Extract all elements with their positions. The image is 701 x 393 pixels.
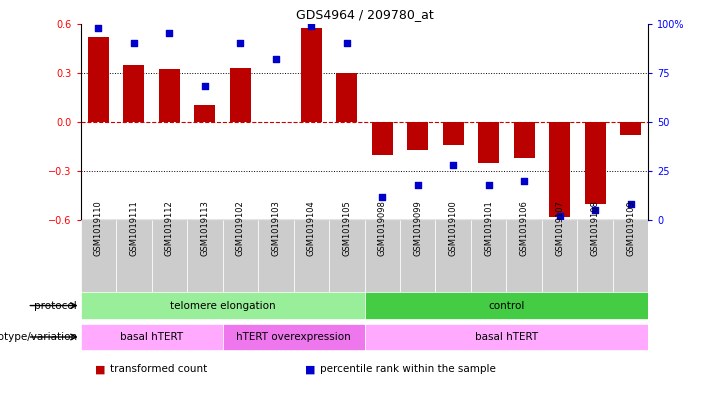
Bar	[365, 324, 648, 350]
Bar	[151, 220, 187, 293]
Text: hTERT overexpression: hTERT overexpression	[236, 332, 351, 342]
Text: basal hTERT: basal hTERT	[120, 332, 183, 342]
Text: GSM1019100: GSM1019100	[449, 201, 458, 256]
Bar	[123, 64, 144, 122]
Bar	[365, 220, 400, 293]
Bar	[578, 220, 613, 293]
Point	[483, 182, 494, 188]
Bar	[506, 220, 542, 293]
Bar	[620, 122, 641, 135]
Text: GSM1019104: GSM1019104	[307, 201, 315, 256]
Text: control: control	[489, 301, 524, 310]
Text: GSM1019112: GSM1019112	[165, 201, 174, 256]
Bar	[542, 220, 578, 293]
Point	[412, 182, 423, 188]
Bar	[407, 122, 428, 150]
Point	[554, 213, 565, 219]
Bar	[88, 37, 109, 122]
Point	[270, 56, 281, 62]
Bar	[372, 122, 393, 154]
Text: basal hTERT: basal hTERT	[475, 332, 538, 342]
Point	[448, 162, 459, 168]
Text: GSM1019110: GSM1019110	[94, 201, 103, 256]
Bar	[336, 73, 358, 122]
Text: GSM1019102: GSM1019102	[236, 201, 245, 256]
Point	[341, 40, 353, 46]
Text: percentile rank within the sample: percentile rank within the sample	[320, 364, 496, 375]
Point	[128, 40, 139, 46]
Bar	[478, 122, 499, 163]
Bar	[223, 324, 365, 350]
Text: GSM1019099: GSM1019099	[414, 201, 422, 256]
Bar	[81, 220, 116, 293]
Bar	[81, 324, 223, 350]
Text: ■: ■	[95, 364, 105, 375]
Text: GSM1019098: GSM1019098	[378, 200, 387, 256]
Bar	[223, 220, 258, 293]
Bar	[329, 220, 365, 293]
Title: GDS4964 / 209780_at: GDS4964 / 209780_at	[296, 8, 433, 21]
Point	[519, 178, 530, 184]
Text: GSM1019109: GSM1019109	[626, 201, 635, 256]
Bar	[613, 220, 648, 293]
Point	[93, 24, 104, 31]
Bar	[585, 122, 606, 204]
Bar	[294, 220, 329, 293]
Bar	[471, 220, 507, 293]
Text: GSM1019101: GSM1019101	[484, 201, 494, 256]
Point	[590, 207, 601, 213]
Bar	[258, 220, 294, 293]
Point	[199, 83, 210, 90]
Text: telomere elongation: telomere elongation	[170, 301, 275, 310]
Bar	[435, 220, 471, 293]
Text: GSM1019113: GSM1019113	[200, 200, 210, 256]
Bar	[81, 292, 365, 319]
Point	[235, 40, 246, 46]
Bar	[514, 122, 535, 158]
Bar	[158, 70, 180, 122]
Point	[164, 30, 175, 37]
Text: GSM1019103: GSM1019103	[271, 200, 280, 256]
Text: transformed count: transformed count	[110, 364, 207, 375]
Bar	[442, 122, 464, 145]
Text: ■: ■	[305, 364, 315, 375]
Bar	[365, 292, 648, 319]
Bar	[194, 105, 215, 122]
Text: GSM1019107: GSM1019107	[555, 200, 564, 256]
Text: GSM1019108: GSM1019108	[591, 200, 599, 256]
Bar	[116, 220, 151, 293]
Point	[306, 22, 317, 29]
Text: GSM1019111: GSM1019111	[130, 201, 138, 256]
Bar	[400, 220, 435, 293]
Text: genotype/variation: genotype/variation	[0, 332, 77, 342]
Text: GSM1019106: GSM1019106	[519, 200, 529, 256]
Text: protocol: protocol	[34, 301, 77, 310]
Bar	[549, 122, 571, 217]
Point	[376, 193, 388, 200]
Bar	[230, 68, 251, 122]
Bar	[301, 29, 322, 122]
Text: GSM1019105: GSM1019105	[342, 201, 351, 256]
Bar	[187, 220, 223, 293]
Point	[625, 201, 637, 208]
